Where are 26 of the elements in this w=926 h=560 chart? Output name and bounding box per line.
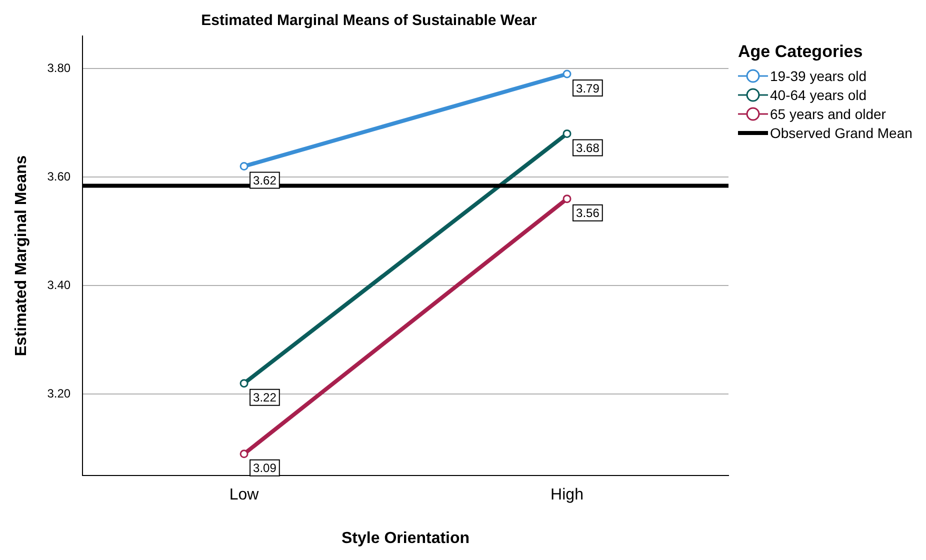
legend-label: 65 years and older bbox=[770, 106, 886, 122]
x-axis-title: Style Orientation bbox=[342, 530, 470, 547]
y-tick-label: 3.20 bbox=[47, 386, 71, 401]
point bbox=[240, 162, 248, 170]
legend-label: 19-39 years old bbox=[770, 68, 867, 84]
point bbox=[240, 450, 248, 458]
chart-title: Estimated Marginal Means of Sustainable Wear bbox=[201, 12, 537, 30]
legend-label: Observed Grand Mean bbox=[770, 124, 912, 140]
data-label: 3.22 bbox=[253, 390, 277, 405]
y-tick-label: 3.60 bbox=[47, 169, 71, 184]
data-label: 3.79 bbox=[576, 81, 600, 96]
y-axis-title: Estimated Marginal Means bbox=[13, 155, 30, 356]
data-label: 3.09 bbox=[253, 461, 277, 476]
point bbox=[562, 194, 572, 204]
data-label: 3.56 bbox=[576, 206, 600, 220]
legend-title: Age Categories bbox=[738, 42, 864, 62]
point bbox=[562, 129, 572, 138]
point bbox=[562, 70, 572, 78]
x-tick-label: Low bbox=[229, 486, 260, 504]
y-tick-label: 3.40 bbox=[47, 278, 71, 292]
legend-label: 40-64 years old bbox=[770, 86, 867, 102]
y-tick-label: 3.80 bbox=[47, 60, 71, 75]
x-tick-label: High bbox=[550, 486, 584, 504]
data-label: 3.68 bbox=[576, 141, 600, 155]
data-label: 3.62 bbox=[253, 174, 277, 188]
point bbox=[240, 379, 248, 388]
